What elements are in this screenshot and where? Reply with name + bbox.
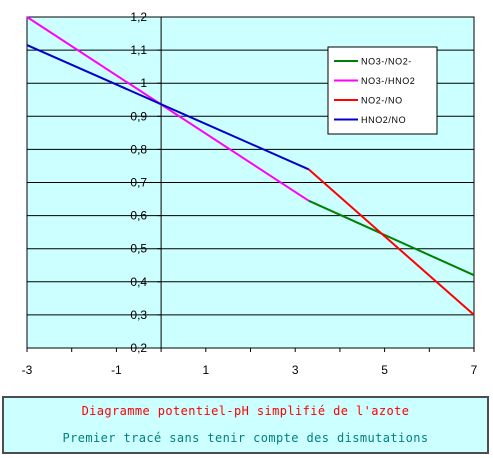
chart-area: 0,2 0,3 0,4 0,5 0,6 0,7 0,8 0,9 1 1,1 1,2 -3 -1 1 3 5 7 … <box>21 10 478 377</box>
y-tick-label: 0,8 <box>130 142 147 156</box>
legend-label: NO2-/NO <box>361 96 403 106</box>
tick-labels: 0,2 0,3 0,4 0,5 0,6 0,7 0,8 0,9 1 1,1 1,2 -3 -1 1 3 5 7 <box>22 10 478 377</box>
x-tick-label: 7 <box>471 363 478 377</box>
gridlines <box>27 16 474 349</box>
y-tick-label: 0,2 <box>130 341 147 355</box>
series-line <box>26 44 310 171</box>
x-tick-label: 3 <box>292 363 299 377</box>
y-tick-label: 0,5 <box>130 242 147 256</box>
series-line <box>308 199 475 277</box>
series-line <box>307 168 475 316</box>
x-tick-label: 1 <box>202 363 209 377</box>
y-tick-label: 1 <box>140 76 147 90</box>
legend-label: HNO2/NO <box>361 115 406 125</box>
y-tick-label: 0,9 <box>130 109 147 123</box>
series-lines <box>26 16 475 316</box>
y-tick-label: 1,2 <box>130 10 147 24</box>
chart-caption-subtitle: Premier tracé sans tenir compte des dism… <box>62 431 429 445</box>
x-tick-label: -3 <box>22 363 33 377</box>
x-tick-label: -1 <box>111 363 122 377</box>
chart-caption-title: Diagramme potentiel-pH simplifié de l'az… <box>81 404 410 418</box>
series-line <box>26 16 310 202</box>
y-tick-label: 0,3 <box>130 308 147 322</box>
y-tick-label: 1,1 <box>130 43 147 57</box>
legend: NO3-/NO2- NO3-/HNO2 NO2-/NO HNO2/NO <box>327 46 438 135</box>
axes <box>26 16 475 352</box>
x-tick-label: 5 <box>381 363 388 377</box>
potential-ph-chart: 0,20,30,40,50,60,70,80,911,11,2-3 -1 1 3 5 7 … <box>22 10 478 377</box>
y-tick-label: 0,4 <box>130 275 147 289</box>
legend-label: NO3-/NO2- <box>361 57 412 67</box>
legend-label: NO3-/HNO2 <box>361 76 415 86</box>
y-tick-label: 0,7 <box>130 176 147 190</box>
y-tick-label: 0,6 <box>130 209 147 223</box>
caption-box: Diagramme potentiel-pH simplifié de l'az… <box>2 396 489 454</box>
